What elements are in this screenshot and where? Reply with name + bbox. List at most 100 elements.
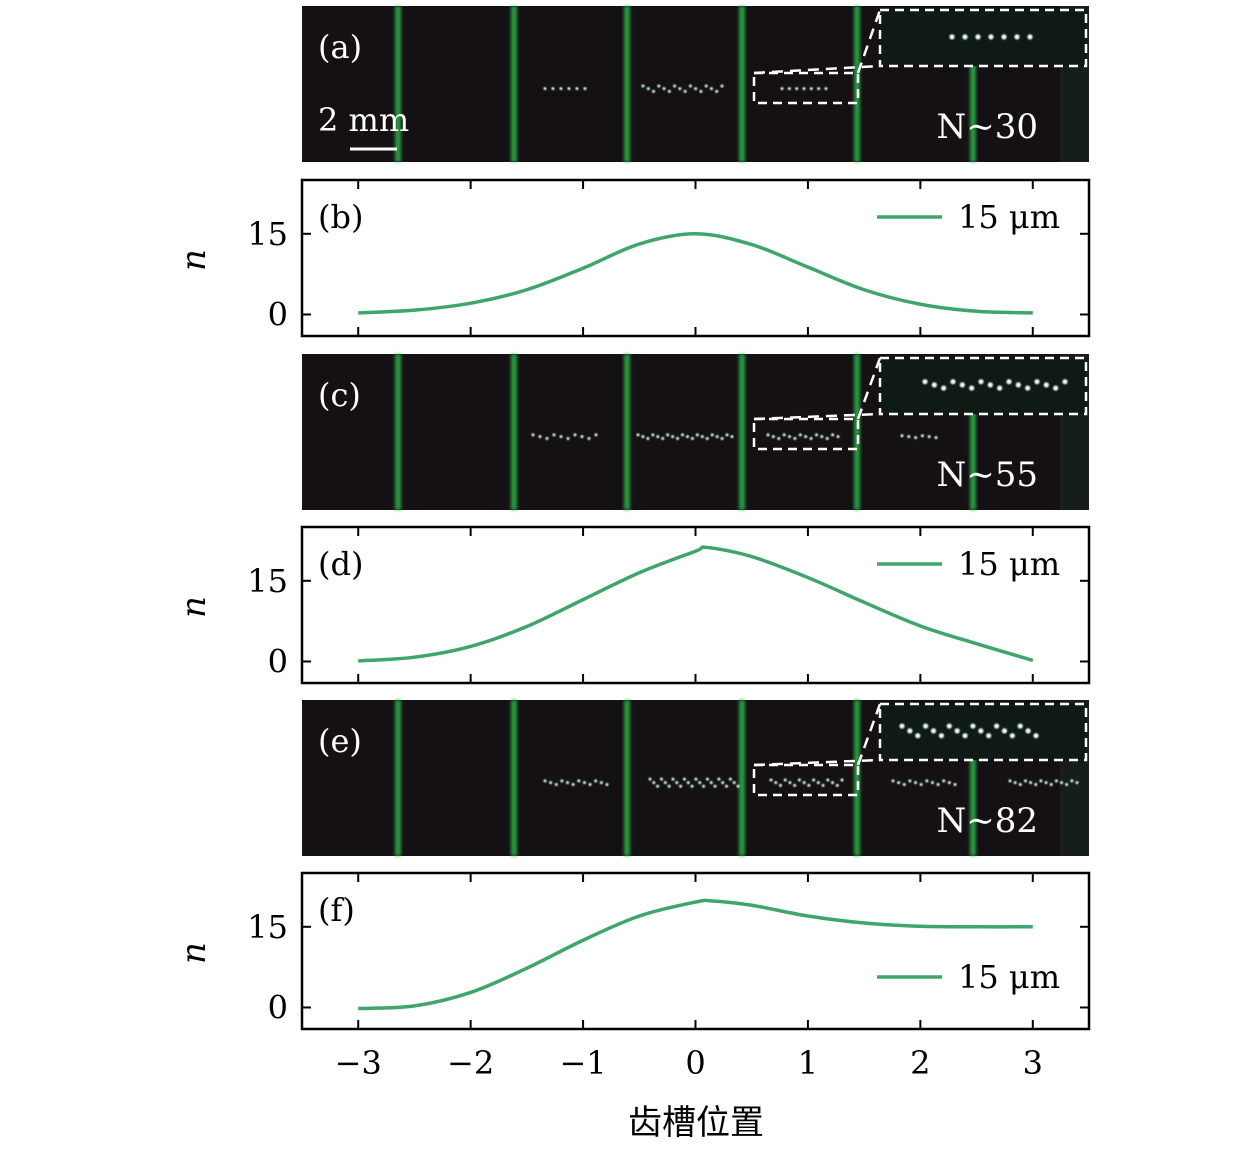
- particle: [552, 433, 556, 437]
- particle: [646, 87, 650, 91]
- particle: [840, 778, 844, 782]
- particle: [732, 781, 736, 785]
- particle: [667, 89, 671, 93]
- x-tick-label: 0: [685, 1044, 705, 1082]
- particle: [1070, 779, 1074, 783]
- particle: [651, 433, 655, 437]
- tooth-stripe: [624, 354, 630, 510]
- inset-particle: [1014, 34, 1020, 40]
- particle: [700, 435, 704, 439]
- x-tick-label: −2: [447, 1044, 494, 1082]
- particle: [824, 87, 828, 91]
- particle: [1065, 782, 1069, 786]
- micrograph-panel: (a) N∼30 2 mm: [302, 6, 1089, 162]
- x-axis-label: 齿槽位置: [628, 1103, 764, 1143]
- particle: [777, 436, 781, 440]
- particle: [728, 777, 732, 781]
- particle: [925, 779, 929, 783]
- y-tick-label: 0: [268, 295, 288, 333]
- panel-label: (b): [318, 198, 363, 236]
- inset-particle: [1006, 379, 1012, 385]
- particle: [559, 435, 563, 439]
- particle: [769, 778, 773, 782]
- series-line: [358, 232, 1033, 315]
- particle: [947, 781, 951, 785]
- particle: [690, 436, 694, 440]
- particle: [559, 87, 563, 91]
- particle: [710, 433, 714, 437]
- particle: [1023, 779, 1027, 783]
- particle: [820, 435, 824, 439]
- inset-particle: [946, 723, 952, 729]
- particle-count: N∼82: [936, 801, 1038, 841]
- zoom-inset-box: [878, 702, 1088, 762]
- zoom-inset-box: [878, 356, 1088, 416]
- inset-particle: [899, 723, 905, 729]
- particle: [1075, 781, 1079, 785]
- particle: [538, 435, 542, 439]
- inset-particle: [975, 34, 981, 40]
- particle: [1034, 782, 1038, 786]
- inset-particle: [978, 379, 984, 385]
- zoom-guide-line: [753, 412, 881, 421]
- particle: [817, 87, 821, 91]
- particle: [699, 89, 703, 93]
- particle: [897, 781, 901, 785]
- legend-label: 15 μm: [958, 198, 1060, 236]
- inset-particle: [1017, 723, 1023, 729]
- particle-count: N∼55: [936, 455, 1038, 495]
- tooth-stripe: [624, 6, 630, 162]
- micrograph-panel: (e) N∼82: [302, 700, 1089, 856]
- particle: [543, 779, 547, 783]
- inset-particle: [930, 728, 937, 734]
- panel-label: (a): [318, 28, 362, 66]
- particle: [686, 781, 690, 785]
- particle: [787, 87, 791, 91]
- particle: [936, 782, 940, 786]
- particle: [821, 783, 825, 787]
- particle: [1029, 781, 1033, 785]
- particle: [778, 783, 782, 787]
- inset-particle: [959, 382, 965, 388]
- inset-particle: [1001, 34, 1007, 40]
- particle: [605, 782, 609, 786]
- particle: [766, 433, 770, 437]
- particle: [678, 87, 682, 91]
- particle: [802, 781, 806, 785]
- particle: [531, 433, 535, 437]
- particle: [671, 435, 675, 439]
- particle: [836, 435, 840, 439]
- particle: [587, 436, 591, 440]
- particle: [720, 436, 724, 440]
- particle: [594, 779, 598, 783]
- inset-particle: [1033, 733, 1039, 739]
- tooth-stripe: [739, 700, 745, 856]
- tooth-stripe: [854, 354, 860, 510]
- tooth-stripe: [624, 700, 630, 856]
- zoom-inset-background: [880, 10, 1086, 66]
- particle: [930, 781, 934, 785]
- particle: [575, 87, 579, 91]
- particle: [812, 778, 816, 782]
- particle: [907, 435, 911, 439]
- particle: [826, 778, 830, 782]
- particle: [914, 781, 918, 785]
- inset-particle: [969, 385, 975, 391]
- particle: [675, 781, 679, 785]
- particle: [577, 779, 581, 783]
- particle: [713, 784, 717, 788]
- zoom-inset-background: [880, 358, 1086, 414]
- particle: [804, 435, 808, 439]
- y-tick-label: 0: [268, 988, 288, 1026]
- zoom-guide-line: [753, 758, 881, 767]
- particle: [720, 84, 724, 88]
- line-chart: 0 15 n (d) 15 μm: [174, 525, 1091, 685]
- particle: [797, 778, 801, 782]
- particle: [554, 782, 558, 786]
- particle: [661, 436, 665, 440]
- inset-particle: [997, 385, 1003, 391]
- particle: [891, 779, 895, 783]
- particle: [782, 433, 786, 437]
- particle: [641, 84, 645, 88]
